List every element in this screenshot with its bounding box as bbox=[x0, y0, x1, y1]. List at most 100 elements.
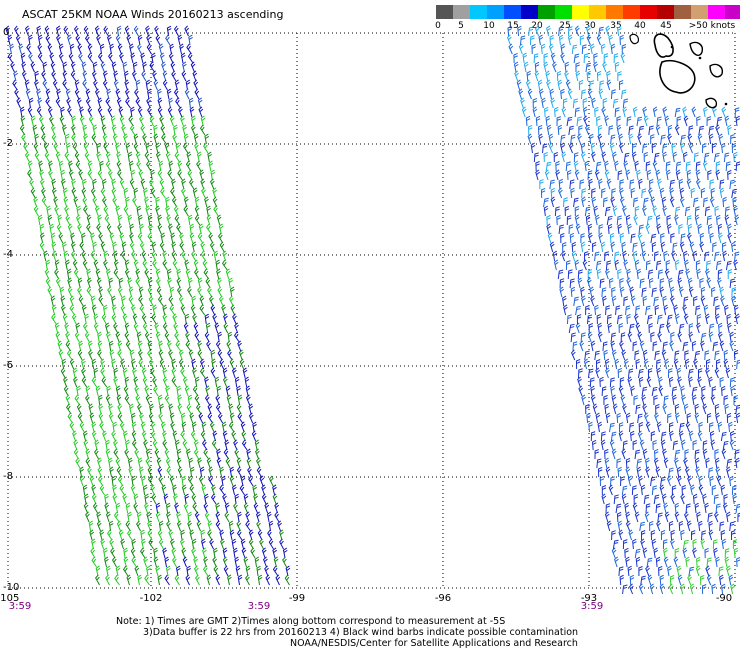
wind-barb bbox=[600, 431, 606, 442]
wind-barb bbox=[166, 466, 173, 478]
wind-barb bbox=[727, 223, 732, 235]
wind-barb bbox=[169, 304, 176, 316]
wind-barb bbox=[243, 493, 249, 505]
wind-barb bbox=[185, 340, 192, 352]
wind-barb bbox=[149, 61, 155, 73]
wind-barb bbox=[155, 205, 160, 217]
wind-barb bbox=[198, 412, 204, 424]
wind-barb bbox=[546, 79, 551, 91]
wind-barb bbox=[588, 323, 594, 334]
wind-barb bbox=[284, 574, 290, 586]
wind-barb bbox=[601, 386, 607, 397]
wind-barb bbox=[63, 250, 69, 262]
wind-barb bbox=[626, 277, 631, 289]
wind-barb bbox=[638, 421, 644, 433]
wind-barb bbox=[201, 484, 207, 496]
wind-barb bbox=[670, 529, 675, 541]
wind-barb bbox=[51, 304, 57, 316]
wind-barb bbox=[618, 79, 624, 91]
wind-barb bbox=[208, 475, 214, 487]
wind-barb bbox=[587, 223, 593, 235]
wind-barb bbox=[600, 241, 606, 253]
wind-barb bbox=[209, 241, 215, 253]
wind-barb bbox=[222, 556, 228, 568]
wind-barb bbox=[611, 188, 616, 199]
wind-barb bbox=[568, 26, 573, 37]
wind-barb bbox=[176, 448, 182, 460]
wind-barb bbox=[141, 430, 147, 442]
wind-barb bbox=[597, 322, 603, 334]
wind-barb bbox=[65, 394, 71, 406]
wind-barb bbox=[199, 466, 205, 478]
wind-barb bbox=[617, 520, 623, 532]
wind-barb bbox=[196, 160, 202, 172]
wind-barb bbox=[109, 538, 114, 550]
wind-barb bbox=[115, 502, 121, 514]
wind-barb bbox=[513, 61, 519, 73]
wind-barb bbox=[62, 61, 68, 73]
wind-barb bbox=[116, 25, 122, 37]
wind-barb bbox=[685, 268, 691, 280]
wind-barb bbox=[29, 178, 35, 190]
wind-barb bbox=[616, 412, 622, 424]
wind-barb bbox=[625, 466, 631, 478]
wind-barb bbox=[656, 421, 662, 433]
wind-barb bbox=[108, 412, 114, 424]
wind-barb bbox=[237, 511, 242, 523]
wind-barb bbox=[663, 547, 668, 559]
wind-barb bbox=[44, 25, 50, 37]
wind-barb bbox=[91, 133, 97, 145]
wind-barb bbox=[96, 151, 101, 163]
wind-barb bbox=[84, 331, 90, 343]
wind-barb bbox=[679, 196, 685, 208]
wind-barb bbox=[191, 538, 197, 550]
wind-barb bbox=[713, 547, 718, 559]
wind-barb bbox=[255, 511, 261, 523]
wind-barb bbox=[139, 304, 146, 316]
wind-barb bbox=[669, 187, 675, 199]
wind-barb bbox=[210, 493, 217, 505]
wind-barb bbox=[65, 88, 71, 100]
wind-barb bbox=[682, 547, 688, 559]
wind-barb bbox=[213, 547, 218, 559]
wind-barb bbox=[651, 287, 657, 298]
wind-barb bbox=[111, 313, 117, 325]
wind-barb bbox=[178, 295, 184, 307]
wind-barb bbox=[83, 25, 89, 37]
wind-barb bbox=[561, 250, 566, 262]
wind-barb bbox=[600, 439, 606, 451]
wind-barb bbox=[162, 250, 168, 262]
wind-barb bbox=[117, 223, 123, 235]
wind-barb bbox=[45, 88, 51, 100]
wind-barb bbox=[144, 385, 150, 397]
wind-barb bbox=[108, 520, 114, 532]
wind-barb bbox=[53, 142, 59, 154]
wind-barb bbox=[715, 556, 720, 568]
wind-barb bbox=[654, 304, 660, 316]
wind-barb bbox=[684, 259, 689, 271]
wind-barb bbox=[224, 439, 230, 451]
wind-barb bbox=[77, 223, 82, 235]
wind-barb bbox=[103, 259, 108, 271]
wind-barb bbox=[169, 286, 175, 298]
wind-barb bbox=[564, 70, 569, 82]
wind-barb bbox=[78, 295, 84, 307]
wind-barb bbox=[131, 421, 137, 433]
wind-barb bbox=[171, 556, 177, 568]
wind-barb bbox=[72, 430, 77, 442]
wind-barb bbox=[215, 520, 221, 532]
wind-barb bbox=[546, 124, 552, 136]
wind-barb bbox=[92, 241, 97, 253]
wind-barb bbox=[733, 349, 739, 361]
wind-barb bbox=[695, 178, 701, 190]
wind-barb bbox=[74, 151, 80, 163]
wind-barb bbox=[96, 223, 102, 235]
wind-barb bbox=[147, 214, 153, 226]
wind-barb bbox=[114, 574, 120, 586]
wind-barb bbox=[259, 475, 265, 487]
wind-barb bbox=[111, 304, 117, 316]
wind-barb bbox=[135, 79, 141, 91]
wind-barb bbox=[733, 151, 738, 163]
wind-barb bbox=[194, 205, 200, 217]
wind-barb bbox=[553, 259, 559, 271]
